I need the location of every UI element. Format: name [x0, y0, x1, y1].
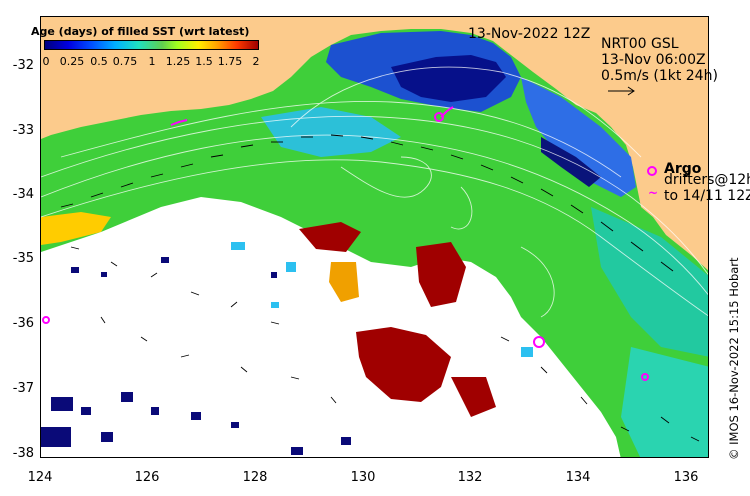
- cyan-speckles: [231, 242, 533, 357]
- streamlines: [41, 66, 708, 318]
- sst-map: [40, 16, 709, 458]
- product-label: NRT00 GSL: [601, 36, 679, 52]
- drifters-legend-line1: drifters@12h: [664, 172, 750, 188]
- x-tick-label: 136: [673, 470, 699, 485]
- sst-teal-east: [591, 207, 708, 357]
- drifters-legend-line2: to 14/11 12Z: [664, 188, 750, 204]
- imos-credit: © IMOS 16-Nov-2022 15:15 Hobart: [727, 257, 741, 460]
- orange-patch: [329, 262, 359, 302]
- argo-legend-label: Argo: [664, 161, 702, 177]
- stale-patch-south: [451, 377, 496, 417]
- y-tick-label: -38: [12, 446, 34, 461]
- sst-yellow-west: [41, 212, 111, 245]
- x-tick-label: 128: [242, 470, 268, 485]
- old-data-speckles: [41, 257, 351, 455]
- x-tick-label: 134: [565, 470, 591, 485]
- argo-floats: [42, 112, 649, 381]
- drifter-marker-icon: ~: [648, 186, 659, 200]
- product-timestamp: 13-Nov 06:00Z: [601, 52, 706, 68]
- velocity-scale-label: 0.5m/s (1kt 24h): [601, 68, 718, 84]
- colorbar-tick: 1: [148, 55, 156, 68]
- sst-darkblue-patch: [391, 55, 506, 102]
- legend-title: Age (days) of filled SST (wrt latest): [31, 25, 250, 38]
- argo-marker-icon: [647, 166, 657, 176]
- map-date-title: 13-Nov-2022 12Z: [468, 26, 591, 42]
- y-tick-label: -37: [12, 381, 34, 396]
- colorbar-tick: 2: [252, 55, 260, 68]
- sst-teal-south: [621, 347, 708, 457]
- age-colorbar: [44, 40, 259, 50]
- colorbar-tick: 0.25: [59, 55, 85, 68]
- x-tick-label: 124: [27, 470, 53, 485]
- y-tick-label: -36: [12, 316, 34, 331]
- velocity-scale-arrow-icon: [608, 86, 635, 96]
- land-australia: [41, 17, 708, 271]
- y-tick-label: -35: [12, 251, 34, 266]
- y-tick-label: -34: [12, 187, 34, 202]
- sst-darkblue-east: [541, 137, 601, 187]
- drifter-tracks: [170, 106, 454, 126]
- velocity-arrows: [60, 134, 700, 442]
- stale-patch-main: [356, 327, 451, 402]
- stale-patch-north: [299, 222, 361, 252]
- x-tick-label: 130: [350, 470, 376, 485]
- x-tick-label: 126: [134, 470, 160, 485]
- colorbar-tick: 0.5: [90, 55, 108, 68]
- sst-cyan-mid: [261, 107, 401, 157]
- colorbar-tick: 0: [42, 55, 50, 68]
- y-tick-label: -33: [12, 123, 34, 138]
- sst-blue-east: [521, 77, 636, 197]
- colorbar-tick: 0.75: [112, 55, 138, 68]
- colorbar-tick: 1.75: [217, 55, 243, 68]
- y-tick-label: -32: [12, 58, 34, 73]
- x-tick-label: 132: [457, 470, 483, 485]
- colorbar-tick: 1.25: [165, 55, 191, 68]
- stale-patch-mid: [416, 242, 466, 307]
- colorbar-tick: 1.5: [195, 55, 213, 68]
